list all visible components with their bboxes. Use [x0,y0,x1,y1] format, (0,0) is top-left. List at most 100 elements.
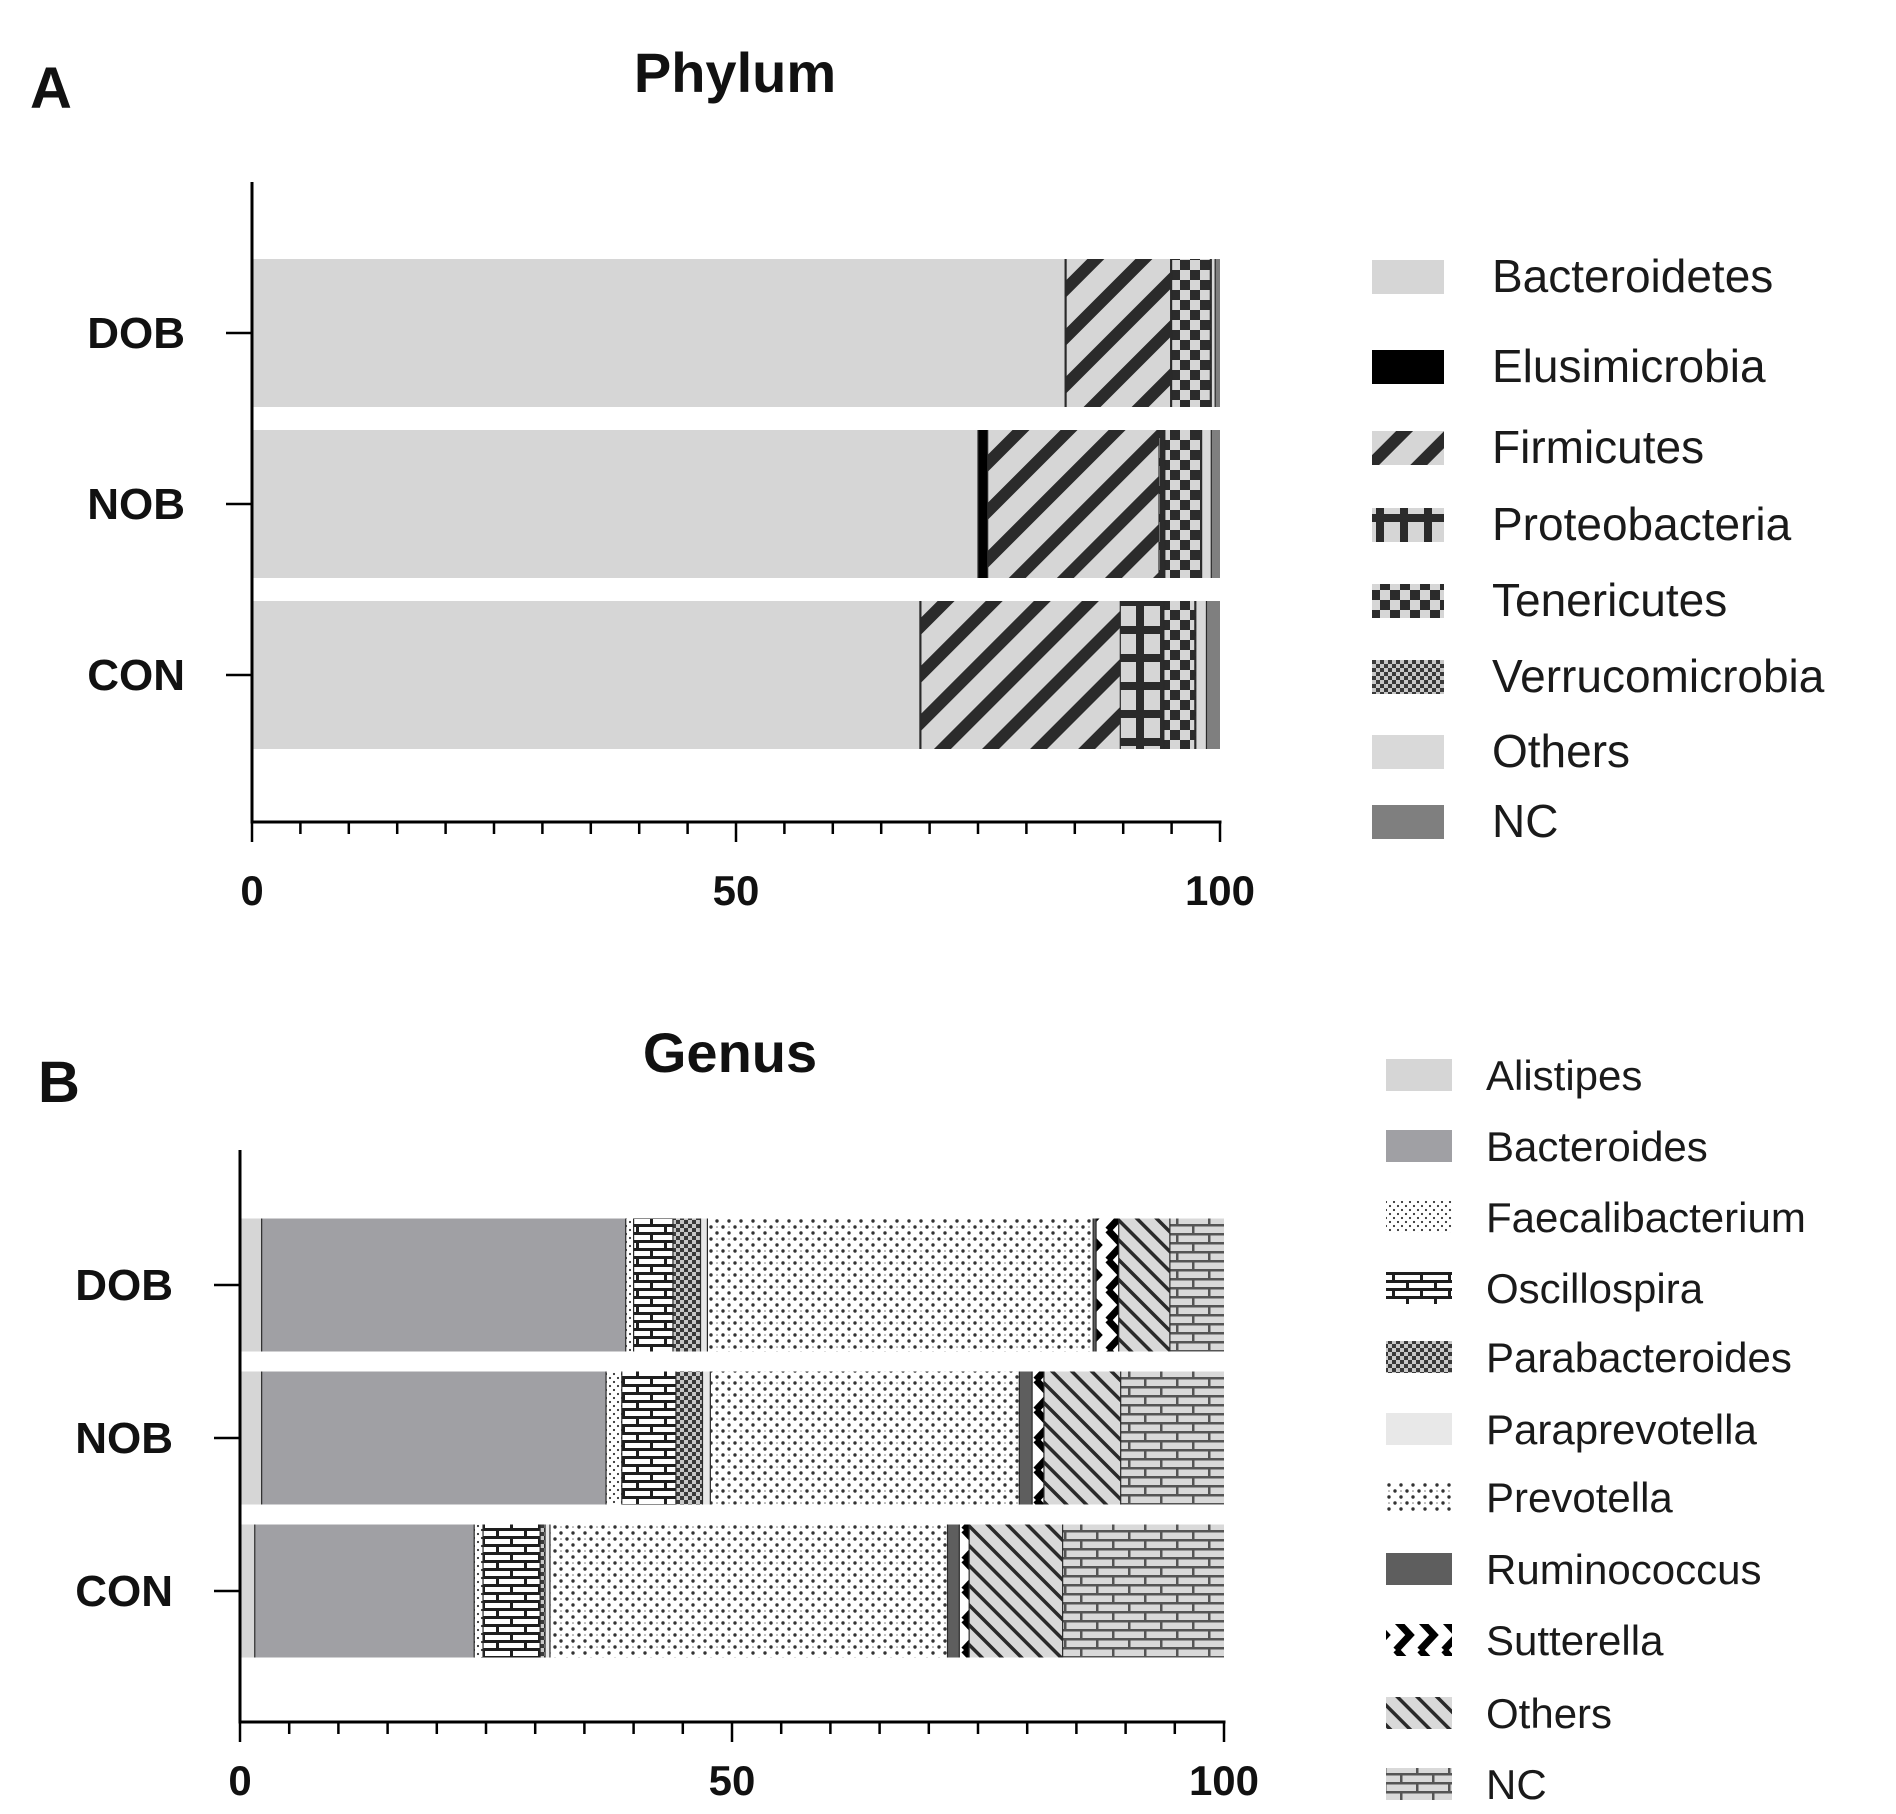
bar-dob-faecalibacterium [625,1218,634,1352]
category-label-nob: NOB [87,480,185,529]
bar-dob-alistipes [240,1218,262,1352]
bar-nob-parabacteroides [675,1371,703,1505]
x-tick-label-50: 50 [709,1757,756,1804]
bar-dob-sutterella [1096,1218,1119,1352]
x-tick-label-0: 0 [240,867,263,914]
bar-con-prevotella [549,1524,948,1658]
bar-dob-parabacteroides [672,1218,701,1352]
chart-phylum: DOB NOB CON 0 50 100 [87,182,1255,914]
legend-label-oscillospira: Oscillospira [1486,1265,1704,1312]
bar-dob-tenericutes [1171,259,1211,407]
legend-label-bacteroidetes: Bacteroidetes [1492,250,1773,302]
legend-label-others: Others [1486,1690,1612,1737]
legend-label-nc: NC [1492,795,1558,847]
legend-swatch-proteobacteria [1372,508,1444,542]
bar-dob-bacteroidetes [252,259,1066,407]
bar-dob-nc [1215,259,1220,407]
legend-label-parabacteroides: Parabacteroides [1486,1334,1792,1381]
bar-nob-ruminococcus [1019,1371,1033,1505]
bar-nob-others [1201,430,1212,578]
bar-con-firmicutes [920,601,1121,749]
bar-con-nc [1062,1524,1224,1658]
bar-dob-prevotella [707,1218,1094,1352]
bar-nob-tenericutes [1164,430,1201,578]
legend-label-nc: NC [1486,1761,1547,1808]
panel-letter-b: B [38,1050,80,1115]
legend-label-tenericutes: Tenericutes [1492,574,1727,626]
bar-dob-others [1211,259,1216,407]
bar-nob-bacteroides [261,1371,607,1505]
bar-nob-others [1043,1371,1121,1505]
legend-phylum: Bacteroidetes Elusimicrobia Firmicutes Prot… [1372,250,1825,847]
category-label-dob: DOB [87,309,185,358]
bar-dob-paraprevotella [700,1218,708,1352]
bar-con-proteobacteria [1120,601,1164,749]
bar-con-bacteroidetes [252,601,920,749]
bar-con-tenericutes [1163,601,1195,749]
bar-nob-alistipes [240,1371,262,1505]
bar-nob-prevotella [710,1371,1020,1505]
bar-con-faecalibacterium [474,1524,484,1658]
legend-label-elusimicrobia: Elusimicrobia [1492,340,1766,392]
legend-swatch-prevotella [1386,1481,1452,1513]
bar-dob-others [1118,1218,1170,1352]
bar-con-others [969,1524,1063,1658]
legend-label-alistipes: Alistipes [1486,1052,1642,1099]
bar-nob-proteobacteria [1159,430,1165,578]
legend-label-proteobacteria: Proteobacteria [1492,498,1792,550]
bar-con-paraprevotella [545,1524,550,1658]
bar-nob-paraprevotella [702,1371,711,1505]
bar-con-oscillospira [483,1524,541,1658]
legend-swatch-others [1372,735,1444,769]
legend-swatch-ruminococcus [1386,1553,1452,1585]
legend-label-paraprevotella: Paraprevotella [1486,1406,1757,1453]
legend-label-faecalibacterium: Faecalibacterium [1486,1194,1806,1241]
legend-swatch-bacteroides [1386,1130,1452,1162]
bar-nob-firmicutes [987,430,1160,578]
bar-con-bacteroides [254,1524,475,1658]
legend-swatch-firmicutes [1372,431,1444,465]
legend-swatch-faecalibacterium [1386,1201,1452,1233]
x-tick-label-0: 0 [228,1757,251,1804]
legend-swatch-elusimicrobia [1372,350,1444,384]
category-label-nob: NOB [75,1414,173,1463]
bar-nob-oscillospira [621,1371,676,1505]
legend-swatch-paraprevotella [1386,1413,1452,1445]
chart-genus: DOB NOB CON 0 50 100 [75,1150,1259,1804]
legend-swatch-oscillospira [1386,1272,1452,1304]
legend-swatch-nc [1386,1768,1452,1800]
legend-label-prevotella: Prevotella [1486,1474,1673,1521]
bar-nob-bacteroidetes [252,430,978,578]
legend-label-others: Others [1492,725,1630,777]
bar-con-parabacteroides [540,1524,546,1658]
category-label-con: CON [87,651,185,700]
bar-nob-nc [1211,430,1220,578]
bar-con-alistipes [240,1524,255,1658]
legend-swatch-tenericutes [1372,584,1444,618]
legend-swatch-alistipes [1386,1059,1452,1091]
legend-swatch-verrucomicrobia [1372,660,1444,694]
x-tick-label-50: 50 [713,867,760,914]
x-tick-label-100: 100 [1185,867,1255,914]
legend-swatch-others [1386,1697,1452,1729]
legend-label-ruminococcus: Ruminococcus [1486,1546,1761,1593]
legend-swatch-nc [1372,805,1444,839]
bar-nob-nc [1120,1371,1224,1505]
category-label-dob: DOB [75,1261,173,1310]
legend-swatch-bacteroidetes [1372,260,1444,294]
bar-nob-elusimicrobia [978,430,988,578]
legend-label-sutterella: Sutterella [1486,1617,1664,1664]
bar-nob-sutterella [1032,1371,1044,1505]
bar-dob-oscillospira [633,1218,673,1352]
chart-title-genus: Genus [643,1021,817,1084]
panel-letter-a: A [30,56,72,121]
bar-dob-bacteroides [261,1218,626,1352]
legend-swatch-sutterella [1386,1624,1452,1656]
legend-genus: Alistipes Bacteroides Faecalibacterium Osci… [1386,1052,1806,1808]
legend-label-firmicutes: Firmicutes [1492,421,1704,473]
bar-dob-nc [1169,1218,1224,1352]
bar-con-ruminococcus [947,1524,960,1658]
legend-label-bacteroides: Bacteroides [1486,1123,1708,1170]
bar-dob-ruminococcus [1093,1218,1097,1352]
